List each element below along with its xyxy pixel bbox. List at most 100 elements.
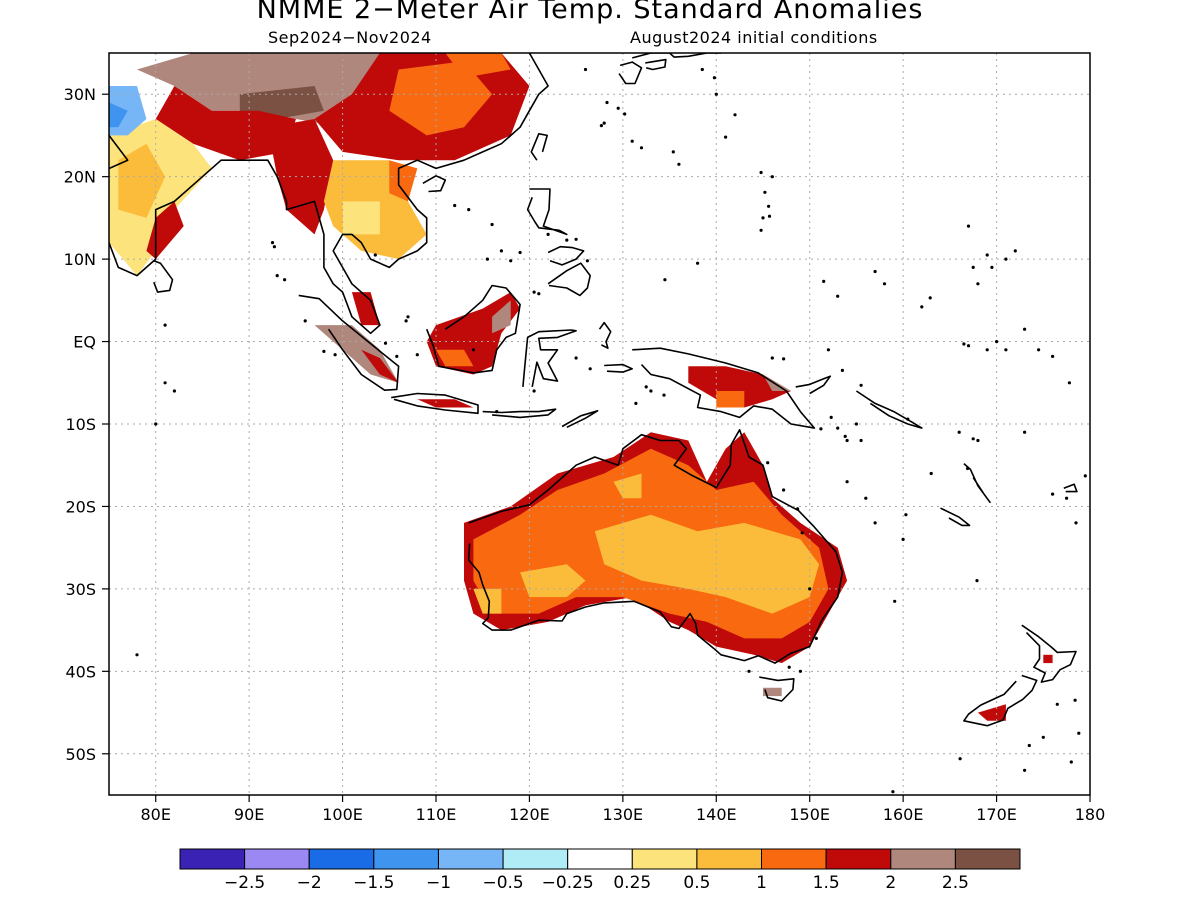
coastlines <box>109 53 1087 794</box>
island-dot <box>649 389 653 393</box>
island-dot <box>759 228 763 232</box>
colorbar-swatch <box>825 848 892 870</box>
island-dot <box>588 367 592 371</box>
lon-tick-label: 120E <box>509 805 550 824</box>
lon-tick-label: 140E <box>696 805 737 824</box>
island-dot <box>574 356 578 360</box>
anomaly-java-red <box>417 399 474 408</box>
island-dot <box>958 757 962 761</box>
coast-luzon <box>526 188 568 236</box>
island-dot <box>714 92 718 96</box>
lat-tick-label: 50S <box>65 745 96 764</box>
coast-nz-south-island <box>963 674 1038 727</box>
lat-tick-label: 30N <box>64 85 96 104</box>
lat-tick-label: 30S <box>65 580 96 599</box>
island-dot <box>1037 348 1041 352</box>
anomaly-tasmania-brown <box>763 687 782 697</box>
coast-japan-honshu <box>631 53 721 59</box>
island-dot <box>840 368 845 372</box>
island-dot <box>623 112 627 116</box>
island-dot <box>537 292 541 296</box>
island-dot <box>154 422 158 426</box>
colorbar-swatch <box>373 848 439 870</box>
coast-fiji <box>1063 483 1078 493</box>
lon-tick-label: 180 <box>1075 805 1106 824</box>
island-dot <box>677 162 681 166</box>
island-dot <box>518 250 522 255</box>
island-dot <box>845 480 849 484</box>
colorbar-label: 0.5 <box>683 873 710 893</box>
lat-tick-label: 10N <box>64 250 96 269</box>
island-dot <box>1067 381 1071 385</box>
island-dot <box>671 150 675 154</box>
lat-tick-label: 10S <box>65 415 96 434</box>
island-dot <box>873 521 877 525</box>
island-dot <box>495 410 499 414</box>
colorbar-label: −1 <box>426 873 451 893</box>
island-dot <box>499 249 503 253</box>
island-dot <box>782 488 786 492</box>
island-dot <box>767 204 771 208</box>
forecast-period: Sep2024−Nov2024 <box>268 28 432 47</box>
island-dot <box>1027 743 1031 748</box>
island-dot <box>928 296 932 300</box>
anomaly-nz-north-red <box>1043 654 1053 664</box>
colorbar-label: 1 <box>756 873 767 893</box>
island-dot <box>763 190 767 194</box>
island-dot <box>1023 430 1027 434</box>
colorbar-label: −2.5 <box>224 873 265 893</box>
anomaly-india-west-orange <box>118 143 166 218</box>
island-dot <box>135 653 139 657</box>
anomaly-borneo-orange <box>436 349 474 367</box>
island-dot <box>747 669 751 673</box>
island-dot <box>172 389 176 393</box>
island-dot <box>901 537 905 542</box>
island-dot <box>800 531 804 535</box>
island-dot <box>1069 760 1073 764</box>
island-dot <box>854 422 859 426</box>
island-dot <box>985 348 989 352</box>
colorbar-label: 0.25 <box>613 873 651 893</box>
lon-tick-label: 90E <box>234 805 264 824</box>
coast-java <box>391 392 479 415</box>
island-dot <box>1051 354 1055 358</box>
lon-tick-label: 150E <box>789 805 830 824</box>
colorbar-swatch <box>438 848 504 870</box>
coast-new-britain <box>795 375 832 395</box>
island-dot <box>971 265 975 269</box>
coast-seram <box>604 363 634 373</box>
colorbar-swatch <box>308 848 375 870</box>
island-dot <box>1004 257 1008 261</box>
anomaly-myanmar-red <box>267 119 334 235</box>
lat-tick-label: 20N <box>64 168 96 187</box>
coast-asia-mainland <box>109 53 549 335</box>
island-dot <box>1055 702 1059 706</box>
island-dot <box>829 415 833 419</box>
coast-australia <box>467 428 844 664</box>
island-dot <box>546 232 550 236</box>
island-dot <box>995 340 999 344</box>
island-dot <box>303 319 307 323</box>
island-dot <box>770 356 774 360</box>
coast-visayas <box>547 245 585 266</box>
coast-vanuatu <box>963 462 991 504</box>
island-dot <box>644 385 648 389</box>
island-dot <box>814 636 818 641</box>
island-dot <box>471 348 475 352</box>
lon-tick-label: 170E <box>976 805 1017 824</box>
anomaly-china-central-orange <box>389 61 493 136</box>
lat-tick-label: EQ <box>73 333 96 352</box>
island-dot <box>283 278 287 282</box>
colorbar-label: 1.5 <box>813 873 840 893</box>
island-dot <box>1023 768 1027 772</box>
coast-sulawesi <box>522 329 577 388</box>
island-dot <box>1065 496 1069 500</box>
anomaly-china-north-orange <box>445 53 511 78</box>
island-dot <box>873 269 877 274</box>
island-dot <box>759 170 763 175</box>
anomaly-nz-south-red <box>977 704 1006 721</box>
island-dot <box>1051 492 1055 496</box>
island-dot <box>767 214 772 218</box>
island-dot <box>962 342 966 346</box>
anomaly-australia-yellow-north <box>613 473 642 499</box>
